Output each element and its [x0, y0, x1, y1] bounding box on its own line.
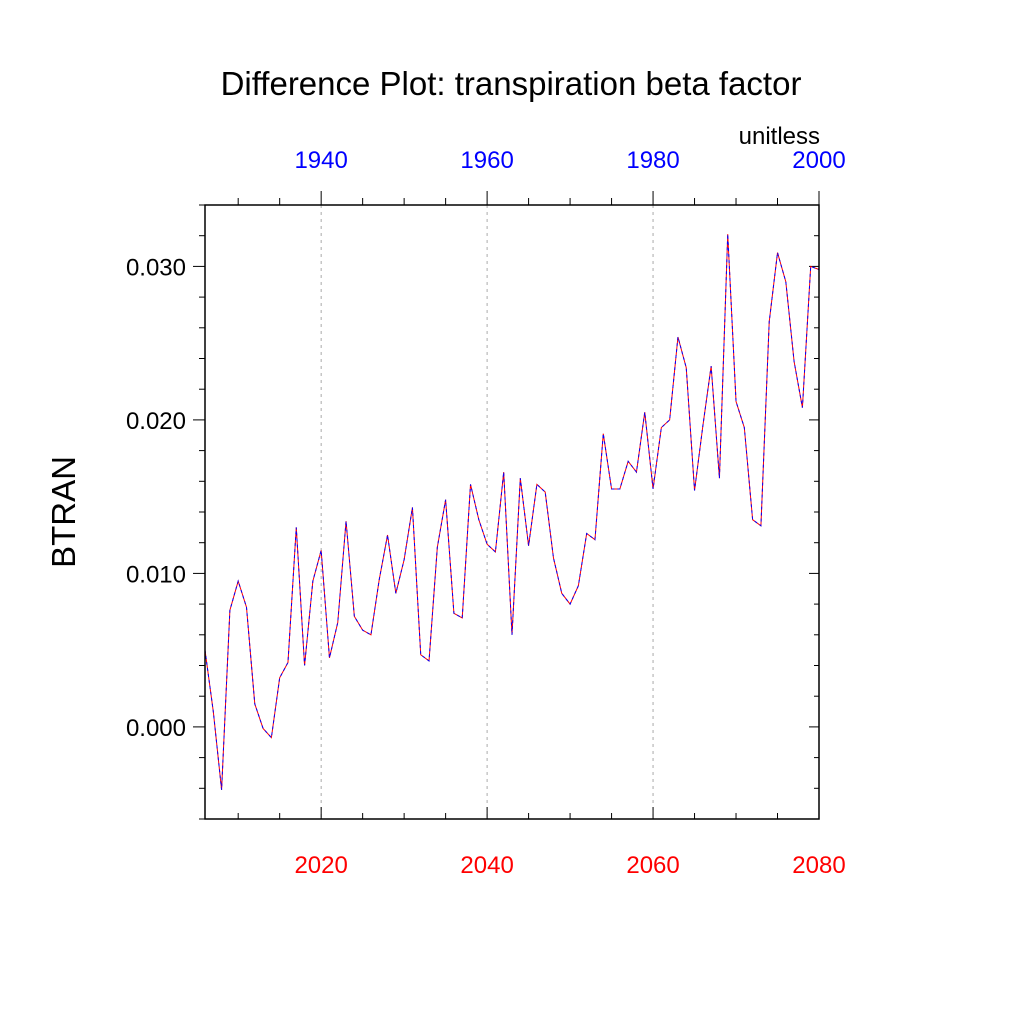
y-tick-label-0: 0.000 [126, 715, 186, 742]
y-tick-label-2: 0.020 [126, 408, 186, 435]
axis-ticks [193, 191, 820, 820]
bottom-tick-label-2040: 2040 [460, 852, 513, 879]
top-tick-label-1960: 1960 [460, 147, 513, 174]
units-label: unitless [739, 123, 820, 150]
top-tick-label-1980: 1980 [626, 147, 679, 174]
bottom-tick-label-2060: 2060 [626, 852, 679, 879]
y-tick-label-3: 0.030 [126, 254, 186, 281]
series-line-red [204, 234, 820, 790]
series-line-blue [204, 234, 820, 790]
bottom-tick-label-2080: 2080 [792, 852, 845, 879]
top-tick-label-1940: 1940 [294, 147, 347, 174]
grid-lines [320, 205, 654, 819]
tick-labels: 2020 2040 2060 2080 1940 1960 1980 2000 0.000 0.0… [126, 147, 846, 879]
y-tick-label-1: 0.010 [126, 561, 186, 588]
y-axis-label: BTRAN [45, 456, 82, 568]
top-tick-label-2000: 2000 [792, 147, 845, 174]
chart-title: Difference Plot: transpiration beta fact… [221, 65, 802, 102]
bottom-tick-label-2020: 2020 [294, 852, 347, 879]
series-lines [204, 234, 820, 790]
plot-frame [204, 204, 820, 820]
